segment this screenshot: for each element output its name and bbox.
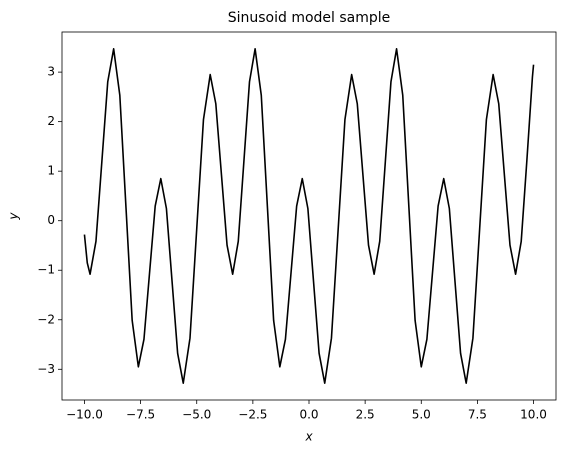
x-tick-label: −5.0 bbox=[182, 408, 211, 422]
x-tick-label: 7.5 bbox=[468, 408, 487, 422]
y-tick-label: −2 bbox=[37, 312, 55, 326]
chart-title: Sinusoid model sample bbox=[228, 10, 391, 26]
y-tick-label: 2 bbox=[47, 114, 55, 128]
x-tick-label: −2.5 bbox=[238, 408, 267, 422]
y-tick-label: 0 bbox=[47, 213, 55, 227]
x-tick-label: 0.0 bbox=[299, 408, 318, 422]
y-tick-label: −3 bbox=[37, 362, 55, 376]
plot-frame bbox=[61, 31, 557, 401]
x-tick-label: −7.5 bbox=[126, 408, 155, 422]
y-tick-label: 3 bbox=[47, 65, 55, 79]
x-tick-label: 2.5 bbox=[356, 408, 375, 422]
y-tick-label: 1 bbox=[47, 164, 55, 178]
x-axis-label: x bbox=[304, 430, 313, 444]
y-axis-label: y bbox=[7, 212, 21, 221]
line-series bbox=[83, 48, 535, 384]
y-tick-label: −1 bbox=[37, 263, 55, 277]
x-tick-label: 10.0 bbox=[520, 408, 547, 422]
x-tick-label: −10.0 bbox=[66, 408, 103, 422]
x-tick-label: 5.0 bbox=[412, 408, 431, 422]
